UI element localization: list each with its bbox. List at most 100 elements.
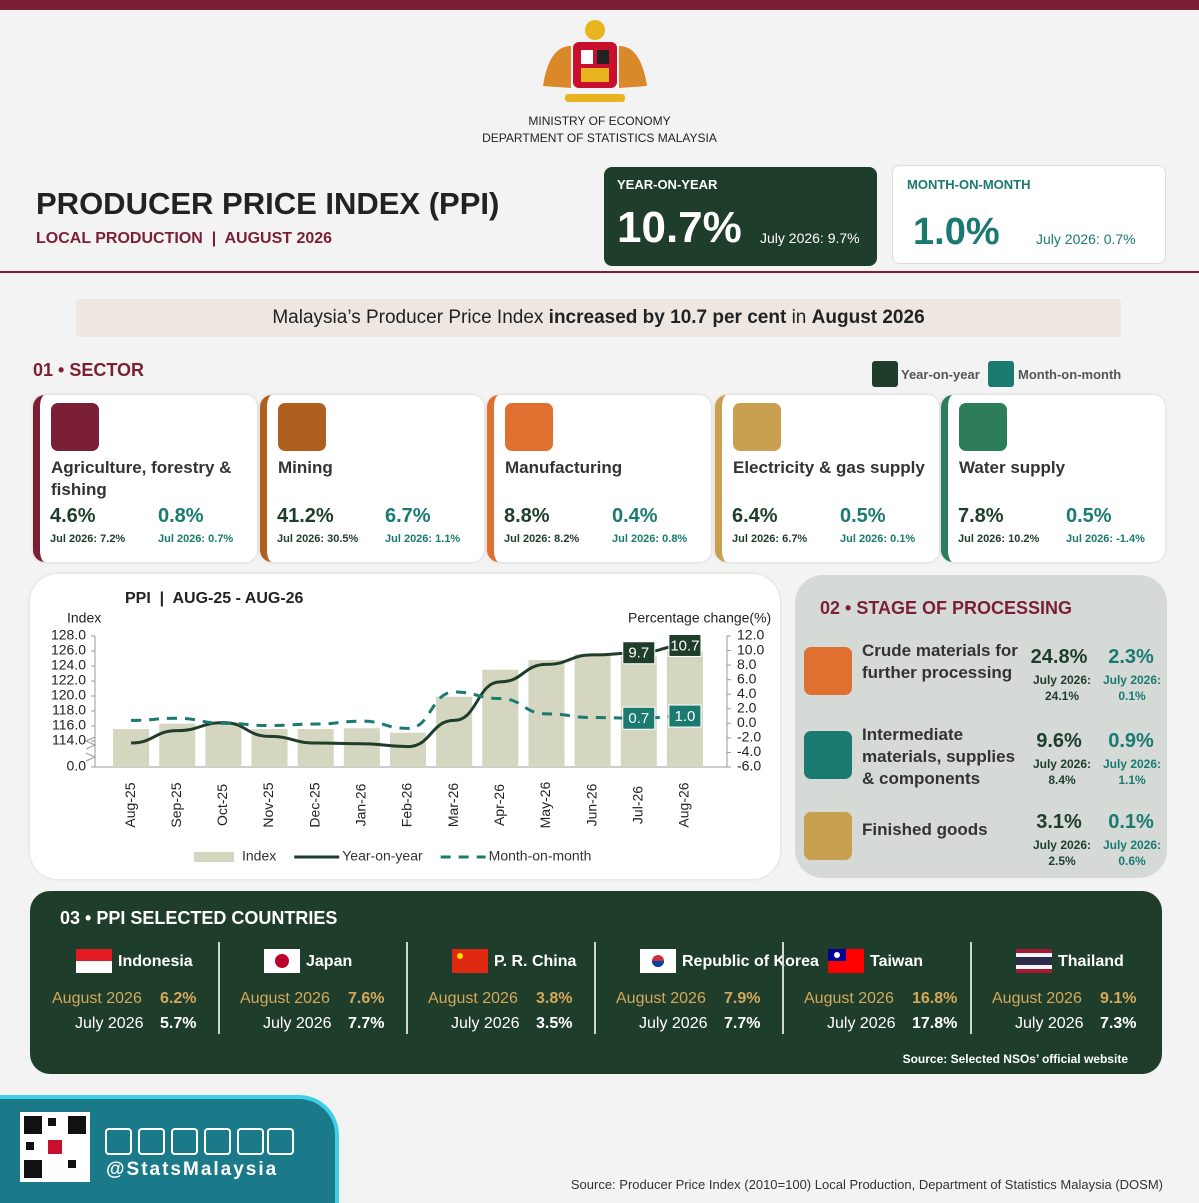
country-prev: 5.7% bbox=[160, 1015, 197, 1032]
legend-label: Index bbox=[242, 848, 276, 864]
country-prev: 7.3% bbox=[1100, 1015, 1137, 1032]
y-tick-label: 114.0 bbox=[52, 732, 86, 748]
y-tick-label: 124.0 bbox=[51, 657, 86, 673]
y2-tick-label: 2.0 bbox=[737, 699, 757, 715]
headline-part: increased by 10.7 per cent bbox=[548, 307, 787, 328]
subtitle: LOCAL PRODUCTION | AUGUST 2026 bbox=[36, 230, 333, 247]
legend-label: Month-on-month bbox=[489, 848, 592, 864]
sector-name: Water supply bbox=[959, 458, 1066, 477]
kpi-value: 1.0% bbox=[913, 211, 1000, 253]
y2-tick-label: 10.0 bbox=[737, 641, 764, 657]
country-cur-label: August 2026 bbox=[240, 990, 330, 1007]
sector-icon bbox=[51, 403, 99, 451]
bar bbox=[482, 669, 519, 767]
footer-source: Source: Producer Price Index (2010=100) … bbox=[570, 1177, 1163, 1192]
chart-title: PPI | AUG-25 - AUG-26 bbox=[125, 590, 304, 607]
flag-shape bbox=[76, 949, 112, 973]
section-heading: 01 • SECTOR bbox=[33, 360, 145, 380]
legend-swatch bbox=[872, 361, 898, 387]
kpi-label: YEAR-ON-YEAR bbox=[617, 177, 718, 192]
kpi-label: MONTH-ON-MONTH bbox=[907, 177, 1031, 192]
sector-card: Water supply 7.8% 0.5% Jul 2026: 10.2% Jul 2… bbox=[941, 395, 1165, 562]
column-divider bbox=[218, 942, 220, 1034]
flag-shape bbox=[828, 949, 864, 973]
divider bbox=[0, 271, 1199, 273]
country-prev: 3.5% bbox=[536, 1015, 573, 1032]
top-bar bbox=[0, 0, 1199, 10]
column-divider bbox=[782, 942, 784, 1034]
sector-icon bbox=[505, 403, 553, 451]
y2-tick-label: -2.0 bbox=[737, 729, 761, 745]
sector-icon bbox=[959, 403, 1007, 451]
country-prev-label: July 2026 bbox=[75, 1015, 144, 1032]
country-cur: 7.6% bbox=[348, 990, 385, 1007]
stage-mom-prev: July 2026: 0.6% bbox=[1102, 838, 1162, 868]
y2-tick-label: 6.0 bbox=[737, 670, 757, 686]
x-tick-label: Aug-25 bbox=[122, 782, 138, 827]
bar bbox=[343, 728, 380, 767]
kpi-previous: July 2026: 9.7% bbox=[760, 230, 860, 246]
country-prev-label: July 2026 bbox=[263, 1015, 332, 1032]
sector-card: Mining 41.2% 6.7% Jul 2026: 30.5% Jul 2026: … bbox=[260, 395, 484, 562]
country-prev-label: July 2026 bbox=[639, 1015, 708, 1032]
y2-tick-label: 8.0 bbox=[737, 656, 757, 672]
country-cur: 3.8% bbox=[536, 990, 573, 1007]
country-cur-label: August 2026 bbox=[52, 990, 142, 1007]
sector-icon bbox=[733, 403, 781, 451]
social-handle: @StatsMalaysia bbox=[106, 1159, 279, 1180]
data-label-box bbox=[668, 633, 702, 657]
headline-part: Malaysia’s Producer Price Index bbox=[272, 307, 549, 328]
flag bbox=[452, 949, 488, 973]
x-tick-label: Oct-25 bbox=[214, 784, 230, 826]
stage-panel bbox=[795, 575, 1167, 878]
legend-label: Year-on-year bbox=[342, 848, 423, 864]
stage-mom: 0.1% bbox=[1108, 811, 1154, 833]
country-name: Republic of Korea bbox=[682, 953, 819, 970]
sector-yoy: 8.8% bbox=[504, 505, 550, 527]
country-cur-label: August 2026 bbox=[804, 990, 894, 1007]
x-tick-label: May-26 bbox=[537, 781, 553, 828]
y-tick-label: 118.0 bbox=[52, 702, 86, 718]
stage-mom-prev: July 2026: 0.1% bbox=[1102, 673, 1162, 703]
country-name: P. R. China bbox=[494, 953, 577, 970]
y2-tick-label: 12.0 bbox=[737, 627, 764, 643]
stage-yoy: 3.1% bbox=[1036, 811, 1082, 833]
country-name: Japan bbox=[306, 953, 353, 970]
sector-yoy-prev: Jul 2026: 10.2% bbox=[958, 533, 1040, 545]
stage-icon bbox=[804, 647, 852, 695]
stage-name: Crude materials for further processing bbox=[862, 641, 1018, 682]
y-tick-label: 116.0 bbox=[52, 717, 86, 733]
x-tick-label: Jan-26 bbox=[353, 783, 369, 826]
sector-mom-prev: Jul 2026: 0.7% bbox=[158, 533, 234, 545]
country-cur: 7.9% bbox=[724, 990, 761, 1007]
flag bbox=[828, 949, 864, 973]
sector-icon bbox=[278, 403, 326, 451]
y-tick-label: 128.0 bbox=[51, 627, 86, 643]
sector-name: Electricity & gas supply bbox=[733, 458, 925, 477]
y-tick-label: 122.0 bbox=[51, 672, 86, 688]
stage-yoy-prev: July 2026: 24.1% bbox=[1032, 673, 1092, 703]
bar bbox=[297, 729, 334, 767]
flag bbox=[1016, 949, 1052, 973]
x-tick-label: Jun-26 bbox=[583, 783, 599, 826]
y-tick-label: 126.0 bbox=[51, 642, 86, 658]
x-tick-label: Jul-26 bbox=[629, 786, 645, 824]
countries-source: Source: Selected NSOs’ official website bbox=[902, 1052, 1128, 1066]
y2-tick-label: 0.0 bbox=[737, 714, 757, 730]
stage-mom: 2.3% bbox=[1108, 646, 1154, 668]
data-label: 0.7 bbox=[628, 710, 649, 727]
legend-label: Year-on-year bbox=[901, 367, 980, 382]
stage-name: Finished goods bbox=[862, 820, 988, 839]
section-heading: 03 • PPI SELECTED COUNTRIES bbox=[60, 908, 338, 928]
chart: PPI | AUG-25 - AUG-26 Index Percentage cha… bbox=[51, 590, 771, 864]
column-divider bbox=[594, 942, 596, 1034]
sector-yoy-prev: Jul 2026: 6.7% bbox=[732, 533, 808, 545]
sector-mom: 0.5% bbox=[840, 505, 886, 527]
sector-name: Manufacturing bbox=[505, 458, 623, 477]
flag-shape bbox=[452, 949, 488, 973]
axis-break bbox=[84, 736, 97, 762]
data-label: 10.7 bbox=[670, 637, 699, 654]
department: DEPARTMENT OF STATISTICS MALAYSIA bbox=[482, 131, 717, 145]
kpi-value: 10.7% bbox=[617, 203, 742, 252]
